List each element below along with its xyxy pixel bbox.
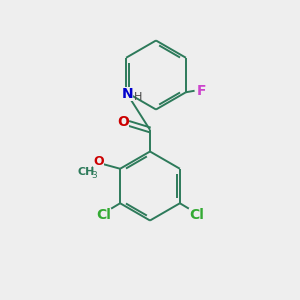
Text: F: F <box>197 84 206 98</box>
Text: N: N <box>122 87 134 101</box>
Text: O: O <box>117 115 129 129</box>
Text: O: O <box>93 155 104 168</box>
Text: Cl: Cl <box>189 208 204 222</box>
Text: 3: 3 <box>92 171 97 180</box>
Text: H: H <box>134 92 142 102</box>
Text: CH: CH <box>78 167 95 177</box>
Text: Cl: Cl <box>96 208 111 222</box>
